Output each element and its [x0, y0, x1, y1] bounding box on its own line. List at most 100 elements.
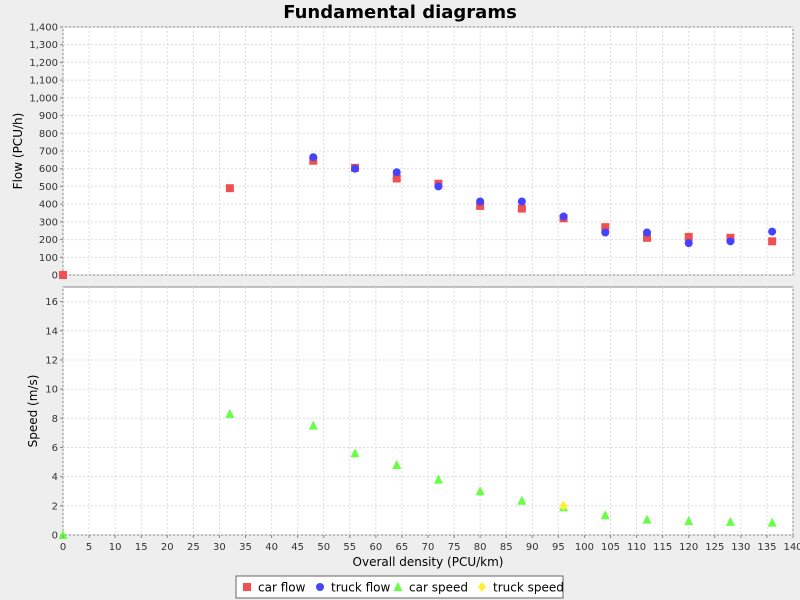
flow-gridlines — [62, 26, 794, 276]
y-tick-label: 400 — [39, 200, 58, 211]
y-tick-label: 2 — [52, 501, 58, 512]
truck-flow-point — [684, 239, 693, 248]
x-tick-label: 50 — [317, 542, 330, 553]
car-flow-point — [59, 271, 67, 279]
y-tick-label: 500 — [39, 182, 58, 193]
truck-flow-point — [517, 197, 526, 206]
y-tick-label: 1,100 — [29, 76, 58, 87]
car-speed-point — [433, 474, 443, 484]
x-tick-label: 30 — [213, 542, 226, 553]
truck-flow-point — [643, 228, 651, 237]
truck-flow-point — [476, 197, 485, 206]
x-axis-label: Overall density (PCU/km) — [353, 555, 504, 569]
car-flow-point — [517, 204, 526, 213]
x-tick-label: 75 — [448, 542, 461, 553]
y-tick-label: 300 — [39, 217, 58, 228]
speed-data-points — [58, 408, 777, 539]
truck-flow-point — [392, 168, 401, 177]
x-tick-label: 105 — [601, 542, 620, 553]
car-flow-point — [768, 237, 777, 246]
x-tick-label: 65 — [396, 542, 409, 553]
speed-gridlines — [62, 287, 794, 536]
y-tick-label: 8 — [52, 414, 58, 425]
legend-truck-flow-marker — [316, 583, 324, 591]
car-speed-point — [350, 448, 360, 458]
flow-y-ticks: 0 100 200 300 400 500 600 700 800 900 1,000 1,100 1,… — [29, 23, 63, 282]
y-tick-label: 4 — [52, 472, 58, 483]
x-tick-label: 135 — [757, 542, 776, 553]
car-flow-point — [601, 223, 610, 232]
truck-flow-point — [726, 237, 735, 246]
x-tick-label: 140 — [783, 542, 800, 553]
flow-panel: 0 100 200 300 400 500 600 700 800 900 1,000 1,100 1,… — [11, 23, 794, 282]
speed-panel: 0 2 4 6 8 10 12 14 16 Speed (m/s) — [26, 286, 794, 542]
x-tick-label: 15 — [135, 542, 148, 553]
legend-car-flow-label: car flow — [258, 581, 306, 595]
x-tick-label: 125 — [705, 542, 724, 553]
car-flow-point — [225, 184, 234, 193]
y-tick-label: 1,000 — [29, 93, 58, 104]
y-tick-label: 16 — [45, 297, 58, 308]
truck-flow-point — [559, 212, 568, 221]
legend-truck-speed-marker — [478, 582, 486, 592]
y-tick-label: 700 — [39, 147, 58, 158]
x-tick-label: 10 — [109, 542, 122, 553]
y-tick-label: 800 — [39, 129, 58, 140]
car-speed-point — [684, 516, 694, 526]
legend-truck-speed-label: truck speed — [493, 581, 564, 595]
car-speed-point — [308, 420, 318, 430]
car-flow-point — [684, 232, 693, 241]
y-tick-label: 600 — [39, 164, 58, 175]
car-flow-point — [392, 174, 401, 183]
car-speed-point — [225, 408, 235, 418]
y-tick-label: 1,200 — [29, 58, 58, 69]
x-tick-label: 100 — [575, 542, 594, 553]
car-speed-point — [517, 495, 527, 505]
x-tick-label: 90 — [526, 542, 539, 553]
x-tick-label: 130 — [731, 542, 750, 553]
x-axis-ticks: 0 5 10 15 20 25 30 35 40 45 50 55 60 65 70 75 80 85 90 95 10… — [60, 535, 800, 553]
x-tick-label: 25 — [187, 542, 200, 553]
truck-flow-point — [434, 182, 443, 191]
x-tick-label: 95 — [552, 542, 565, 553]
x-tick-label: 45 — [291, 542, 304, 553]
truck-flow-point — [768, 227, 777, 236]
y-tick-label: 12 — [45, 355, 58, 366]
car-speed-point — [58, 530, 68, 539]
x-tick-label: 110 — [627, 542, 646, 553]
truck-flow-point — [601, 228, 610, 237]
x-tick-label: 0 — [60, 542, 66, 553]
x-tick-label: 115 — [653, 542, 672, 553]
flow-y-axis-label: Flow (PCU/h) — [11, 113, 25, 190]
x-tick-label: 40 — [265, 542, 278, 553]
car-speed-point — [475, 486, 485, 496]
truck-flow-point — [309, 153, 318, 162]
legend-car-speed-marker — [393, 582, 403, 591]
x-tick-label: 120 — [679, 542, 698, 553]
x-tick-label: 80 — [474, 542, 487, 553]
y-tick-label: 0 — [52, 271, 58, 282]
x-tick-label: 60 — [369, 542, 382, 553]
car-speed-point — [725, 516, 735, 526]
car-speed-point — [767, 517, 777, 527]
speed-y-axis-label: Speed (m/s) — [26, 375, 40, 448]
truck-flow-point — [351, 164, 359, 173]
car-speed-point — [642, 514, 652, 524]
car-speed-point — [600, 510, 610, 520]
legend: car flow truck flow car speed truck speed — [235, 575, 564, 599]
x-tick-label: 55 — [343, 542, 356, 553]
y-tick-label: 100 — [39, 253, 58, 264]
y-tick-label: 6 — [52, 443, 58, 454]
y-tick-label: 1,400 — [29, 23, 58, 34]
y-tick-label: 200 — [39, 235, 58, 246]
x-tick-label: 20 — [161, 542, 174, 553]
truck-speed-point — [559, 500, 568, 511]
x-tick-label: 35 — [239, 542, 252, 553]
y-tick-label: 900 — [39, 111, 58, 122]
car-speed-point — [392, 459, 402, 469]
x-tick-label: 5 — [86, 542, 92, 553]
y-tick-label: 1,300 — [29, 40, 58, 51]
legend-car-speed-label: car speed — [409, 581, 468, 595]
legend-car-flow-marker — [243, 583, 251, 591]
